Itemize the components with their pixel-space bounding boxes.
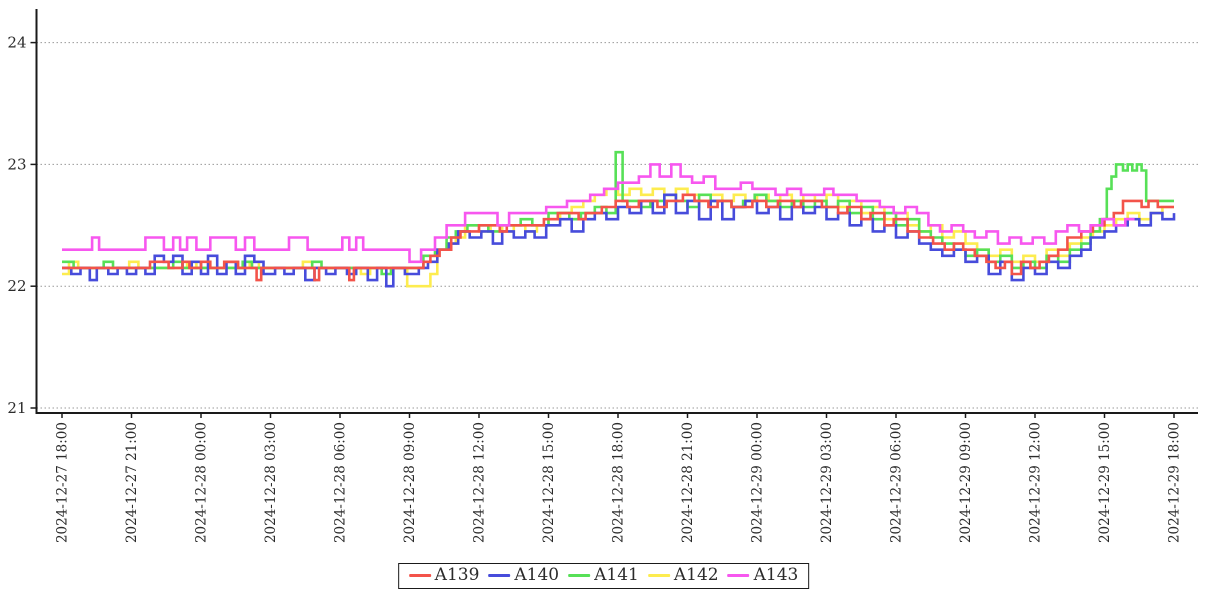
x-tick-label: 2024-12-27 21:00 — [124, 422, 140, 543]
x-tick-label: 2024-12-28 09:00 — [402, 422, 418, 543]
x-tick-label: 2024-12-27 18:00 — [55, 422, 71, 543]
x-tick-label: 2024-12-28 21:00 — [680, 422, 696, 543]
legend-swatch-a139 — [408, 573, 431, 578]
legend-item-a140: A140 — [488, 567, 559, 584]
x-tick-label: 2024-12-29 06:00 — [889, 422, 905, 543]
legend-item-a143: A143 — [727, 565, 799, 585]
legend-label: A143 — [753, 565, 799, 585]
legend-item-a142: A142 — [647, 565, 719, 585]
series-line-a139 — [62, 193, 1174, 282]
series-line-a140 — [62, 193, 1176, 288]
x-tick-label: 2024-12-29 18:00 — [1167, 422, 1183, 543]
x-tick-label: 2024-12-28 06:00 — [333, 422, 349, 543]
x-tick-label: 2024-12-28 12:00 — [472, 422, 488, 543]
y-tick-label: 21 — [7, 399, 26, 417]
legend-swatch-a140 — [488, 573, 511, 578]
y-tick-label: 23 — [7, 155, 26, 173]
legend-swatch-a142 — [647, 573, 670, 578]
x-tick-label: 2024-12-28 18:00 — [611, 422, 627, 543]
x-tick-label: 2024-12-28 15:00 — [541, 422, 557, 543]
legend: A139 A140 A141 A142 A143 — [397, 563, 810, 589]
series-line-a143 — [62, 163, 1135, 264]
x-tick-label: 2024-12-28 03:00 — [263, 422, 279, 543]
x-tick-label: 2024-12-29 03:00 — [819, 422, 835, 543]
y-tick-label: 22 — [7, 277, 26, 295]
legend-label: A142 — [673, 565, 719, 585]
chart-canvas: 21 22 23 24 2024-12-27 18:00 2024-12-27 21:00… — [7, 9, 1198, 543]
legend-item-a141: A141 — [568, 567, 639, 584]
legend-item-a139: A139 — [408, 565, 480, 585]
legend-swatch-a143 — [727, 573, 750, 578]
legend-label: A139 — [434, 565, 480, 585]
x-tick-label: 2024-12-29 15:00 — [1097, 422, 1113, 543]
legend-label: A141 — [594, 565, 639, 585]
x-tick-label: 2024-12-29 12:00 — [1028, 422, 1044, 543]
legend-label: A140 — [514, 565, 560, 585]
y-tick-label: 24 — [7, 34, 26, 52]
x-tick-label: 2024-12-29 09:00 — [958, 422, 974, 543]
x-tick-label: 2024-12-29 00:00 — [750, 422, 766, 543]
legend-swatch-a141 — [568, 573, 591, 578]
x-tick-label: 2024-12-28 00:00 — [194, 422, 210, 543]
